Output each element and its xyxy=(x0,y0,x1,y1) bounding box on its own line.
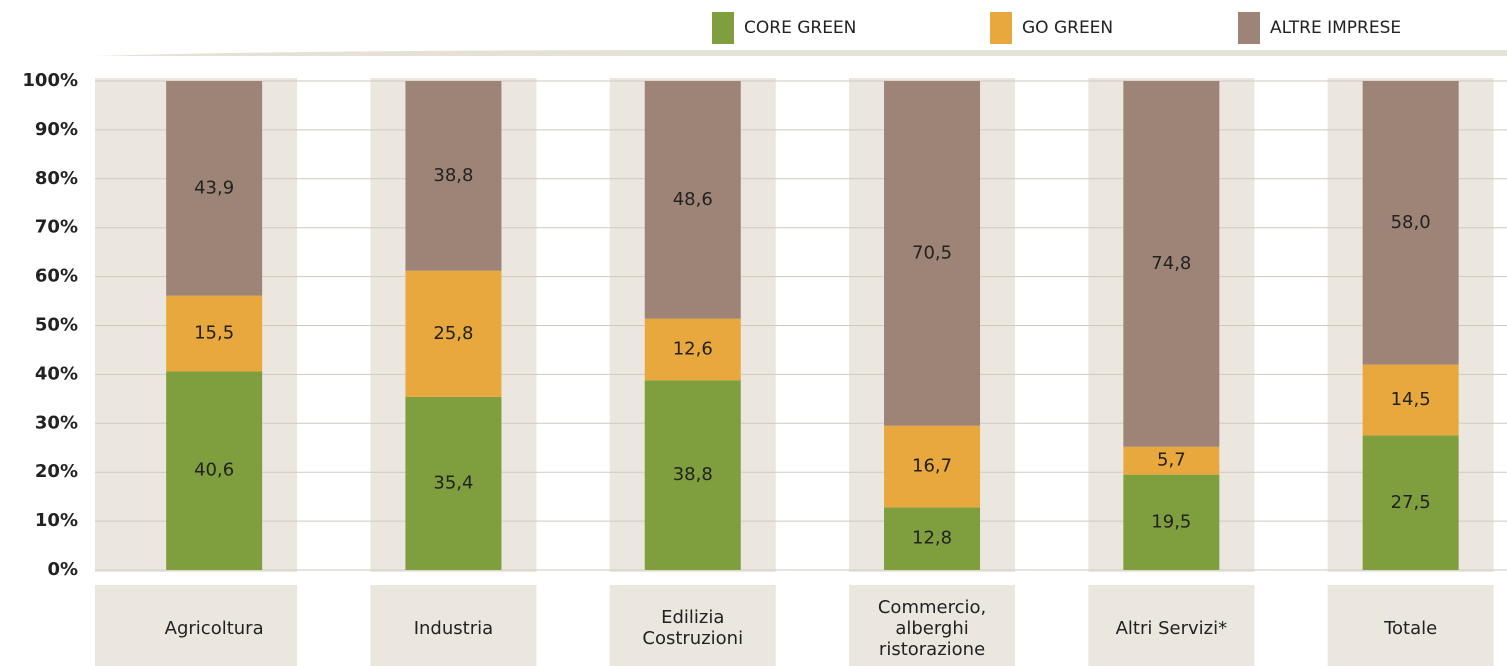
data-label: 43,9 xyxy=(194,177,234,198)
column-gap xyxy=(536,585,610,666)
data-label: 40,6 xyxy=(194,460,234,481)
y-tick-label: 50% xyxy=(35,315,78,336)
data-label: 27,5 xyxy=(1391,492,1431,513)
legend-label: GO GREEN xyxy=(1022,18,1113,38)
bar-segment xyxy=(405,270,502,397)
data-label: 12,6 xyxy=(673,338,713,359)
x-tick-label: Totale xyxy=(1384,617,1438,639)
data-label: 14,5 xyxy=(1391,389,1431,410)
y-tick-label: 30% xyxy=(35,412,78,433)
bar-segment xyxy=(884,425,981,508)
bar-segment xyxy=(1362,435,1459,570)
column-gap xyxy=(1493,585,1507,666)
bar-segment xyxy=(644,81,741,319)
data-label: 15,5 xyxy=(194,323,234,344)
y-tick-label: 60% xyxy=(35,266,78,287)
legend-label: CORE GREEN xyxy=(744,18,856,38)
data-label: 16,7 xyxy=(912,456,952,477)
column-gap xyxy=(775,585,850,666)
data-label: 48,6 xyxy=(673,189,713,210)
x-tick-label: Agricoltura xyxy=(164,617,264,639)
x-tick-label: Altri Servizi* xyxy=(1115,617,1228,639)
header-rule xyxy=(95,50,1507,56)
legend-swatch xyxy=(1238,12,1260,44)
y-tick-label: 70% xyxy=(35,217,78,238)
data-label: 12,8 xyxy=(912,528,952,549)
data-label: 25,8 xyxy=(433,323,473,344)
y-tick-label: 90% xyxy=(35,119,78,140)
x-tick-label: Edilizia Costruzioni xyxy=(642,607,744,649)
data-label: 5,7 xyxy=(1157,450,1186,471)
bar-segment xyxy=(1362,364,1459,436)
bar-segment xyxy=(884,507,981,570)
bar-segment xyxy=(644,380,741,570)
data-label: 58,0 xyxy=(1391,212,1431,233)
x-tick-label: Industria xyxy=(413,617,494,639)
bar-segment xyxy=(166,295,263,372)
y-tick-label: 100% xyxy=(22,70,78,91)
legend-swatch xyxy=(712,12,734,44)
y-tick-label: 10% xyxy=(35,510,78,531)
bar-segment xyxy=(166,371,263,570)
bar-segment xyxy=(405,81,502,271)
data-label: 70,5 xyxy=(912,242,952,263)
bar-segment xyxy=(405,396,502,570)
y-tick-label: 80% xyxy=(35,168,78,189)
bar-segment xyxy=(166,81,263,296)
column-gap xyxy=(297,585,371,666)
bar-segment xyxy=(644,318,741,381)
column-gap xyxy=(1015,585,1089,666)
y-tick-label: 40% xyxy=(35,363,78,384)
bar-segment xyxy=(1123,446,1220,475)
bar-segment xyxy=(1123,474,1220,570)
data-label: 74,8 xyxy=(1151,253,1191,274)
data-label: 38,8 xyxy=(433,165,473,186)
legend-label: ALTRE IMPRESE xyxy=(1270,18,1401,38)
bar-segment xyxy=(1123,81,1220,447)
y-tick-label: 0% xyxy=(47,559,78,580)
legend-swatch xyxy=(990,12,1012,44)
bar-segment xyxy=(1362,81,1459,365)
x-tick-label: Commercio, alberghi ristorazione xyxy=(877,596,987,660)
data-label: 35,4 xyxy=(433,472,473,493)
bar-segment xyxy=(884,81,981,426)
column-gap xyxy=(1254,585,1328,666)
data-label: 19,5 xyxy=(1151,511,1191,532)
y-tick-label: 20% xyxy=(35,461,78,482)
data-label: 38,8 xyxy=(673,464,713,485)
